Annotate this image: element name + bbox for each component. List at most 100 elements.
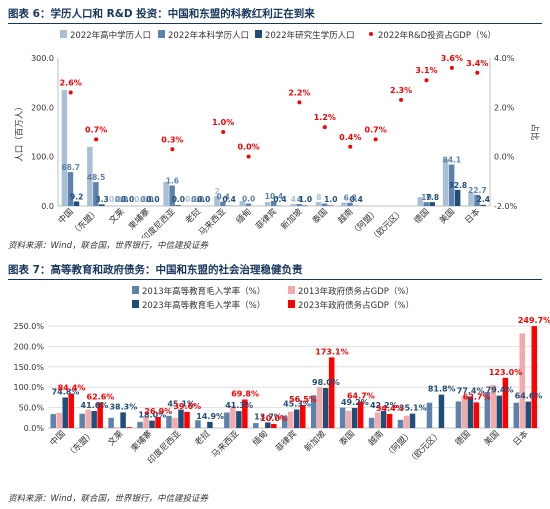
x-category-label: 德国: [412, 206, 432, 226]
legend-swatch: [158, 30, 165, 38]
y2-tick-label: 4.0%: [494, 54, 515, 63]
bar: [502, 377, 509, 428]
scatter-point: [246, 154, 251, 159]
legend-marker: [369, 32, 373, 36]
bar: [143, 416, 149, 428]
figure6-title: 图表 6：学历人口和 R&D 投资：中国和东盟的科教红利正在到来: [8, 8, 315, 20]
bar: [56, 412, 62, 428]
x-category-label: 中国: [48, 428, 68, 448]
bar: [137, 421, 143, 428]
legend-swatch: [288, 300, 295, 308]
bar-data-label: 0.4: [350, 195, 363, 204]
y-tick-label: 100.0: [31, 153, 54, 162]
bar: [357, 401, 364, 428]
bar-data-label: 45.3%: [283, 400, 311, 409]
bar-data-label: 7.8: [426, 193, 439, 202]
legend-swatch: [60, 30, 67, 38]
figure7-source: 资料来源：Wind，联合国，世界银行，中信建投证券: [8, 494, 209, 504]
bar-data-label: 0.0: [146, 195, 159, 204]
figure7-title: 图表 7：高等教育和政府债务：中国和东盟的社会治理稳健负责: [8, 264, 303, 276]
bar: [87, 146, 93, 206]
legend-label: 2013年高等教育毛入学率（%）: [142, 286, 265, 297]
bar-data-label: 10.0%: [260, 414, 288, 423]
bar-data-label: 77.4%: [457, 386, 485, 395]
bar-data-label: 249.7%: [518, 316, 550, 325]
bar-data-label: 0.0: [121, 195, 134, 204]
bar-data-label: 8: [316, 193, 321, 202]
bar: [473, 402, 480, 428]
bar-data-label: 32.8: [449, 181, 468, 190]
legend-label: 2013年政府债务占GDP（%）: [298, 286, 414, 297]
y-axis-label: 人口（百万人）: [14, 102, 25, 162]
x-category-label: 缅甸: [234, 206, 254, 226]
bar: [474, 194, 480, 206]
bar-data-label: 84.4%: [58, 384, 86, 393]
bar: [271, 423, 277, 428]
bar: [93, 182, 99, 206]
bar-data-label: 0.0: [185, 195, 198, 204]
bar: [490, 385, 497, 428]
bar: [455, 401, 462, 428]
bar: [496, 395, 503, 428]
bar-data-label: 0.0: [242, 195, 255, 204]
bar: [169, 185, 175, 206]
legend-label: 2022年研究生学历人口: [265, 30, 355, 41]
x-category-label: 新加坡: [302, 428, 328, 454]
bar: [245, 203, 252, 206]
x-category-label: 泰国: [310, 206, 330, 226]
bar: [397, 419, 404, 428]
bar: [288, 411, 294, 428]
bar-data-label: 0.4: [273, 195, 286, 204]
bar-data-label: 0.0: [134, 195, 147, 204]
bar: [214, 196, 220, 206]
x-category-label: 越南: [366, 428, 386, 448]
bar-data-label: 4: [297, 195, 302, 204]
y2-axis-label: 占比: [529, 123, 540, 140]
bar: [480, 204, 486, 206]
bar: [126, 427, 132, 428]
bar: [79, 413, 85, 428]
bar: [294, 409, 300, 428]
bar-data-label: 0.0: [109, 195, 122, 204]
bar-data-label: 0.0: [172, 195, 185, 204]
x-category-label: 马来西亚: [210, 429, 241, 460]
bar: [207, 421, 213, 428]
figure7-rule: [8, 279, 542, 280]
bar-data-label: 81.8%: [428, 385, 456, 394]
bar-data-label: 13.7%: [254, 412, 282, 421]
figure7-chart: 2013年高等教育毛入学率（%） 2013年政府债务占GDP（%） 2023年高等教…: [13, 286, 550, 466]
x-category-label: 新加坡: [279, 206, 305, 232]
bar: [62, 397, 68, 428]
bar-data-label: 56.5%: [289, 395, 317, 404]
scatter-point: [68, 90, 73, 95]
y-tick-label: 100.0%: [13, 383, 44, 392]
bar-data-label: 64.7%: [347, 392, 375, 401]
figure6-source: 资料来源：Wind，联合国，世界银行，中信建投证券: [8, 241, 209, 251]
scatter-data-label: 0.0%: [237, 143, 259, 152]
scatter-point: [221, 130, 226, 134]
bar: [468, 192, 474, 206]
bar: [310, 395, 317, 428]
bar: [322, 388, 329, 428]
bar: [224, 412, 230, 428]
scatter-data-label: 1.0%: [212, 118, 234, 127]
bar: [271, 200, 277, 206]
bar-data-label: 2: [215, 187, 220, 196]
bar: [315, 202, 322, 206]
bar: [374, 412, 381, 428]
bar: [166, 415, 172, 428]
x-category-label: 菲律宾: [273, 428, 299, 454]
scatter-point: [297, 100, 302, 105]
legend-label: 2023年高等教育毛入学率（%）: [142, 300, 265, 311]
bar: [409, 413, 416, 428]
y-tick-label: 150.0%: [13, 363, 44, 372]
bar: [339, 407, 346, 428]
bar-data-label: 10: [421, 193, 431, 202]
x-category-label: 缅甸: [250, 428, 270, 448]
bar: [321, 203, 328, 206]
legend-label: 2022年R&D投资占GDP（%）: [378, 30, 496, 41]
scatter-data-label: 3.6%: [441, 54, 463, 63]
bar-data-label: 10.4: [265, 192, 284, 201]
bar: [184, 411, 190, 428]
bar-data-label: 18.0%: [138, 411, 166, 420]
